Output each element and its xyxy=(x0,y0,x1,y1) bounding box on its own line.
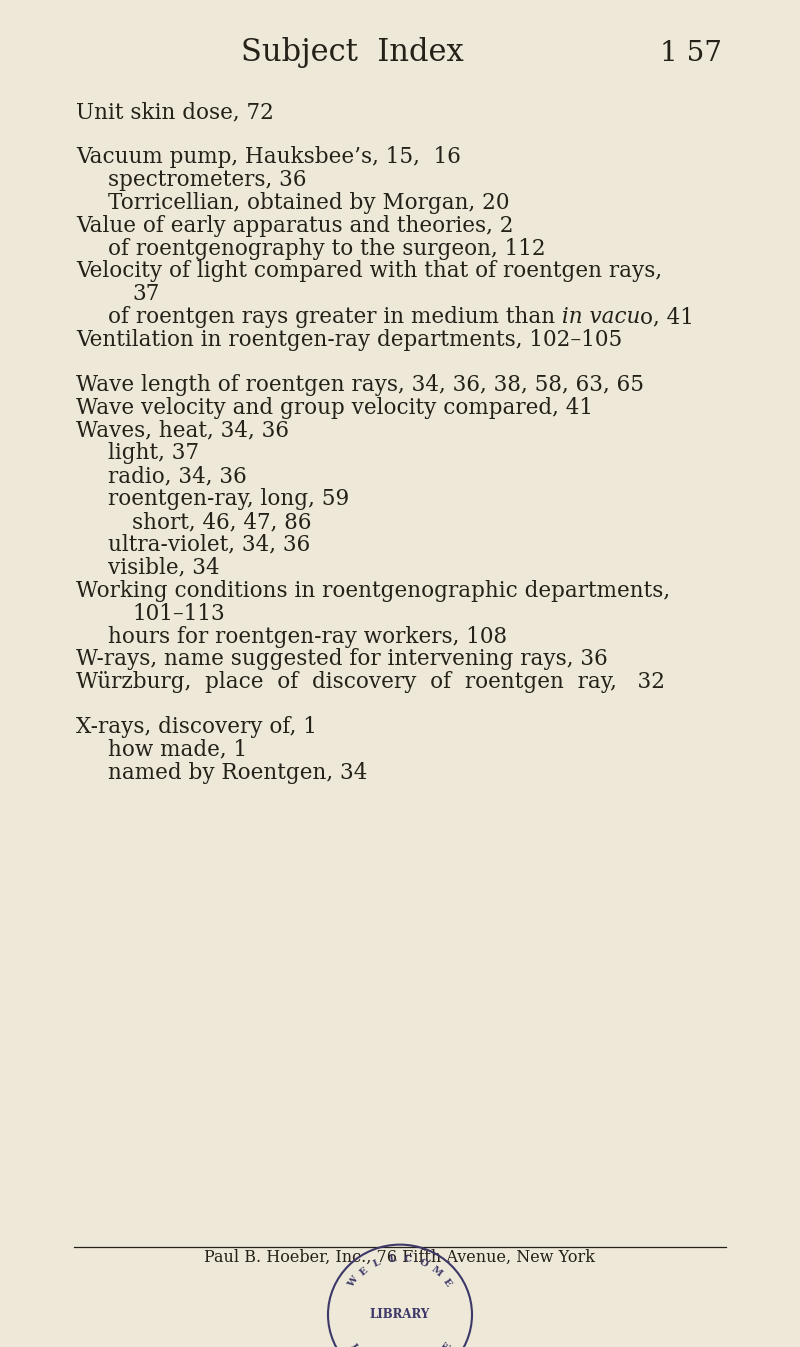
Text: 1 57: 1 57 xyxy=(660,39,722,66)
Text: short, 46, 47, 86: short, 46, 47, 86 xyxy=(132,511,311,533)
Text: W-rays, name suggested for intervening rays, 36: W-rays, name suggested for intervening r… xyxy=(76,648,608,671)
Text: Working conditions in roentgenographic departments,: Working conditions in roentgenographic d… xyxy=(76,579,670,602)
Text: Wave length of roentgen rays, 34, 36, 38, 58, 63, 65: Wave length of roentgen rays, 34, 36, 38… xyxy=(76,373,644,396)
Text: Würzburg,  place  of  discovery  of  roentgen  ray,   32: Würzburg, place of discovery of roentgen… xyxy=(76,671,665,694)
Text: visible, 34: visible, 34 xyxy=(108,556,220,579)
Text: of roentgenography to the surgeon, 112: of roentgenography to the surgeon, 112 xyxy=(108,237,546,260)
Text: o, 41: o, 41 xyxy=(641,306,694,329)
Text: in vacu: in vacu xyxy=(555,306,641,329)
Text: 37: 37 xyxy=(132,283,159,306)
Text: Value of early apparatus and theories, 2: Value of early apparatus and theories, 2 xyxy=(76,214,514,237)
Text: spectrometers, 36: spectrometers, 36 xyxy=(108,168,306,191)
Text: Vacuum pump, Hauksbee’s, 15,  16: Vacuum pump, Hauksbee’s, 15, 16 xyxy=(76,145,461,168)
Text: 101–113: 101–113 xyxy=(132,602,225,625)
Text: L: L xyxy=(388,1254,396,1263)
Text: radio, 34, 36: radio, 34, 36 xyxy=(108,465,246,488)
Text: Paul B. Hoeber, Inc., 76 Fifth Avenue, New York: Paul B. Hoeber, Inc., 76 Fifth Avenue, N… xyxy=(205,1249,595,1266)
Text: M: M xyxy=(430,1265,443,1278)
Text: light, 37: light, 37 xyxy=(108,442,199,465)
Text: how made, 1: how made, 1 xyxy=(108,738,247,761)
Text: Ventilation in roentgen-ray departments, 102–105: Ventilation in roentgen-ray departments,… xyxy=(76,329,622,352)
Text: LIBRARY: LIBRARY xyxy=(370,1308,430,1321)
Text: X-rays, discovery of, 1: X-rays, discovery of, 1 xyxy=(76,715,317,738)
Text: Subject  Index: Subject Index xyxy=(241,36,463,67)
Text: Velocity of light compared with that of roentgen rays,: Velocity of light compared with that of … xyxy=(76,260,662,283)
Text: of roentgen rays greater in medium than: of roentgen rays greater in medium than xyxy=(108,306,555,329)
Text: Wave velocity and group velocity compared, 41: Wave velocity and group velocity compare… xyxy=(76,396,593,419)
Text: W: W xyxy=(346,1276,360,1289)
Text: O: O xyxy=(418,1258,429,1269)
Text: I: I xyxy=(348,1343,358,1347)
Text: Torricellian, obtained by Morgan, 20: Torricellian, obtained by Morgan, 20 xyxy=(108,191,510,214)
Text: named by Roentgen, 34: named by Roentgen, 34 xyxy=(108,761,367,784)
Text: Waves, heat, 34, 36: Waves, heat, 34, 36 xyxy=(76,419,289,442)
Text: E: E xyxy=(442,1277,453,1288)
Text: C: C xyxy=(403,1254,412,1263)
Text: E: E xyxy=(358,1265,370,1277)
Text: L: L xyxy=(372,1258,382,1269)
Text: ultra-violet, 34, 36: ultra-violet, 34, 36 xyxy=(108,533,310,556)
Text: E: E xyxy=(442,1342,453,1347)
Text: Unit skin dose, 72: Unit skin dose, 72 xyxy=(76,101,274,124)
Text: roentgen-ray, long, 59: roentgen-ray, long, 59 xyxy=(108,488,350,511)
Text: hours for roentgen-ray workers, 108: hours for roentgen-ray workers, 108 xyxy=(108,625,507,648)
